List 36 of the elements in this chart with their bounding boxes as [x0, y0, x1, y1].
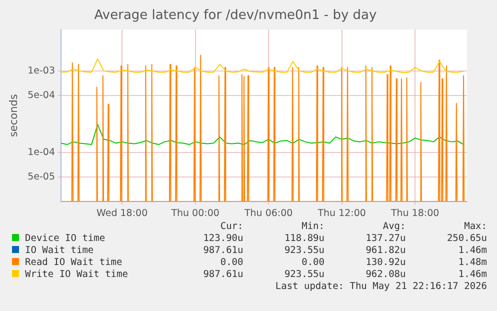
text: Cur:: [219, 221, 244, 233]
text: 0.00: [300, 257, 324, 269]
legend-label: Write IO Wait time: [24, 269, 129, 281]
text: 961.82u: [364, 245, 406, 257]
text: 923.55u: [283, 245, 324, 257]
y-axis-title: seconds: [8, 94, 20, 138]
text: 118.89u: [283, 233, 324, 245]
x-tick-label: Thu 06:00: [243, 208, 293, 219]
legend-label: Device IO time: [24, 233, 106, 245]
text: 130.92u: [364, 257, 406, 269]
x-tick-label: Thu 00:00: [170, 208, 220, 219]
text: Avg:: [382, 221, 406, 233]
text: 923.55u: [283, 269, 324, 281]
x-tick-label: Thu 12:00: [316, 208, 366, 219]
text: 123.90u: [202, 233, 244, 245]
text: 250.65u: [446, 233, 487, 245]
legend-label: Read IO Wait time: [24, 257, 124, 269]
text: 0.00: [219, 257, 244, 269]
text: 987.61u: [202, 245, 244, 257]
legend-label: IO Wait time: [24, 245, 95, 257]
chart-title: Average latency for /dev/nvme0n1 - by day: [94, 8, 378, 24]
text: Last update: Thu May 21 22:16:17 2026: [274, 281, 487, 293]
text: 987.61u: [202, 269, 244, 281]
text: Max:: [463, 221, 487, 233]
y-tick-label: 1e-04: [28, 146, 56, 158]
y-tick-label: 1e-03: [28, 65, 56, 76]
x-tick-label: Wed 18:00: [96, 208, 148, 219]
text: Min:: [300, 221, 324, 233]
x-tick-label: Thu 18:00: [390, 208, 440, 219]
y-tick-label: 5e-05: [28, 171, 56, 182]
text: 1.46m: [457, 269, 487, 281]
y-tick-label: 5e-04: [28, 90, 56, 101]
text: 962.08u: [364, 269, 406, 281]
text: 137.27u: [364, 233, 406, 245]
text: 1.46m: [457, 245, 487, 257]
text: 1.48m: [457, 257, 487, 269]
